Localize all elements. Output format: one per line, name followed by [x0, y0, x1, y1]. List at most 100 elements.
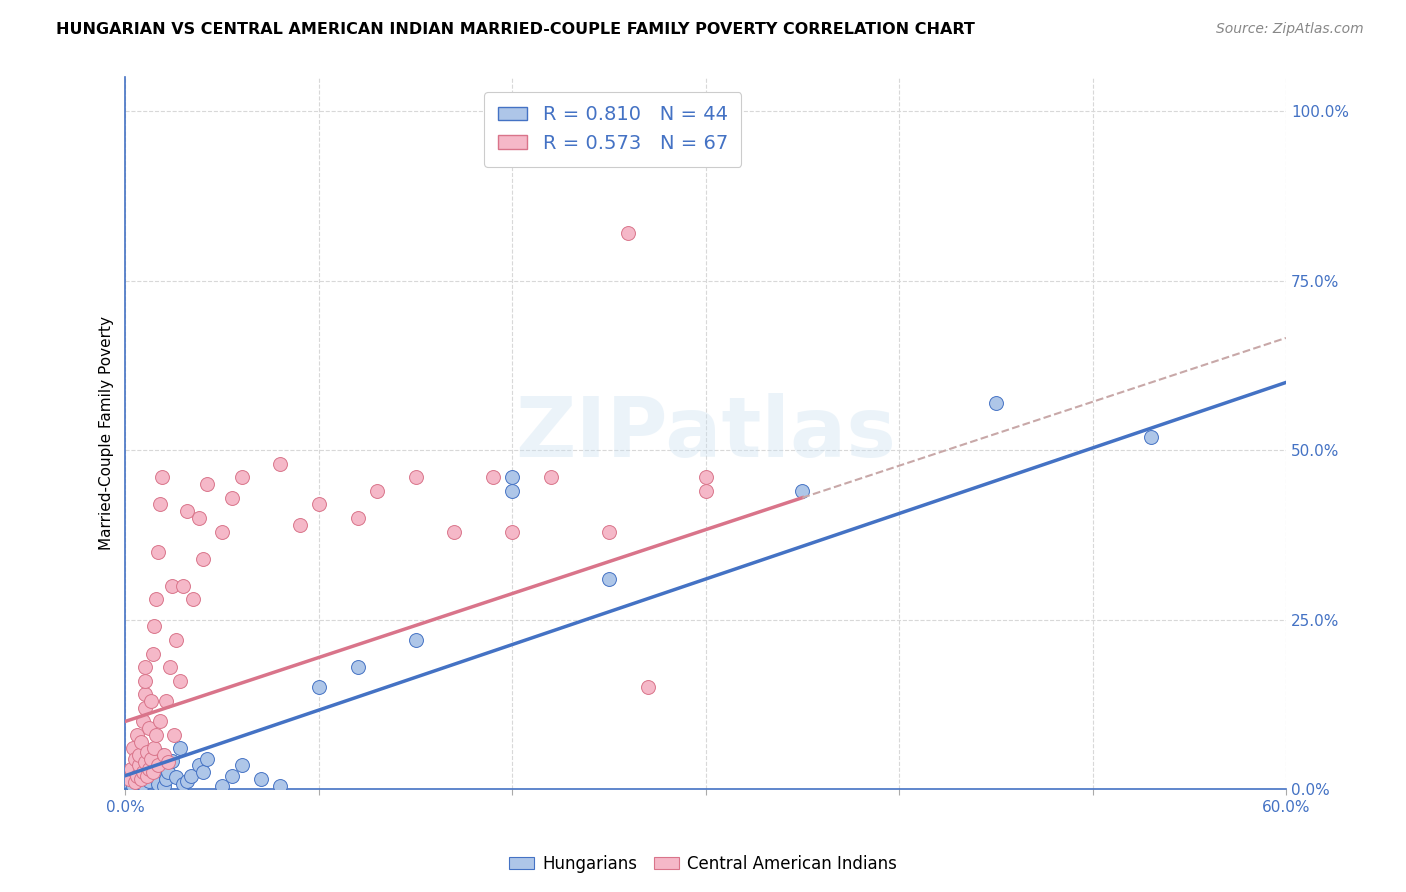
Point	[165, 770, 187, 784]
Point	[308, 498, 330, 512]
Point	[125, 775, 148, 789]
Point	[132, 777, 155, 791]
Point	[211, 524, 233, 539]
Point	[191, 551, 214, 566]
Point	[288, 517, 311, 532]
Point	[139, 694, 162, 708]
Point	[269, 779, 291, 793]
Point	[122, 741, 145, 756]
Point	[149, 498, 172, 512]
Point	[132, 765, 155, 780]
Point	[155, 694, 177, 708]
Point	[443, 524, 465, 539]
Point	[195, 477, 218, 491]
Point	[169, 741, 191, 756]
Point	[149, 748, 172, 763]
Point	[148, 545, 170, 559]
Point	[482, 470, 505, 484]
Point	[138, 762, 160, 776]
Point	[124, 775, 146, 789]
Point	[135, 768, 157, 782]
Point	[134, 687, 156, 701]
Point	[269, 457, 291, 471]
Point	[231, 470, 253, 484]
Point	[143, 619, 166, 633]
Point	[124, 762, 146, 776]
Point	[145, 756, 167, 771]
Point	[118, 772, 141, 786]
Point	[169, 673, 191, 688]
Point	[221, 491, 243, 505]
Point	[984, 396, 1007, 410]
Point	[617, 227, 640, 241]
Point	[501, 483, 523, 498]
Point	[141, 765, 163, 780]
Point	[129, 772, 152, 786]
Point	[598, 524, 620, 539]
Point	[188, 511, 211, 525]
Point	[139, 751, 162, 765]
Point	[695, 483, 717, 498]
Point	[176, 504, 198, 518]
Point	[155, 772, 177, 786]
Point	[153, 779, 176, 793]
Legend: R = 0.810   N = 44, R = 0.573   N = 67: R = 0.810 N = 44, R = 0.573 N = 67	[484, 92, 741, 167]
Point	[346, 511, 368, 525]
Point	[250, 772, 273, 786]
Point	[176, 774, 198, 789]
Point	[120, 762, 142, 776]
Point	[143, 741, 166, 756]
Point	[125, 768, 148, 782]
Point	[405, 633, 427, 648]
Point	[134, 673, 156, 688]
Point	[145, 592, 167, 607]
Point	[180, 768, 202, 782]
Text: ZIPatlas: ZIPatlas	[515, 392, 896, 474]
Point	[134, 770, 156, 784]
Point	[138, 762, 160, 776]
Point	[122, 779, 145, 793]
Point	[211, 779, 233, 793]
Point	[129, 765, 152, 780]
Point	[120, 772, 142, 786]
Point	[501, 524, 523, 539]
Point	[160, 754, 183, 768]
Point	[150, 470, 173, 484]
Point	[1139, 430, 1161, 444]
Point	[128, 748, 150, 763]
Point	[598, 572, 620, 586]
Point	[135, 745, 157, 759]
Point	[134, 755, 156, 769]
Point	[695, 470, 717, 484]
Point	[346, 660, 368, 674]
Point	[125, 728, 148, 742]
Point	[148, 777, 170, 791]
Point	[308, 681, 330, 695]
Point	[159, 660, 181, 674]
Point	[181, 592, 204, 607]
Point	[195, 751, 218, 765]
Point	[129, 772, 152, 786]
Point	[191, 765, 214, 780]
Point	[157, 755, 180, 769]
Point	[134, 758, 156, 772]
Point	[405, 470, 427, 484]
Point	[118, 775, 141, 789]
Point	[141, 647, 163, 661]
Point	[149, 714, 172, 729]
Point	[188, 758, 211, 772]
Point	[128, 758, 150, 772]
Legend: Hungarians, Central American Indians: Hungarians, Central American Indians	[502, 848, 904, 880]
Point	[165, 633, 187, 648]
Text: Source: ZipAtlas.com: Source: ZipAtlas.com	[1216, 22, 1364, 37]
Point	[173, 777, 195, 791]
Point	[134, 701, 156, 715]
Point	[148, 758, 170, 772]
Y-axis label: Married-Couple Family Poverty: Married-Couple Family Poverty	[100, 317, 114, 550]
Point	[129, 734, 152, 748]
Point	[132, 714, 155, 729]
Point	[124, 768, 146, 782]
Point	[139, 751, 162, 765]
Point	[501, 470, 523, 484]
Point	[157, 765, 180, 780]
